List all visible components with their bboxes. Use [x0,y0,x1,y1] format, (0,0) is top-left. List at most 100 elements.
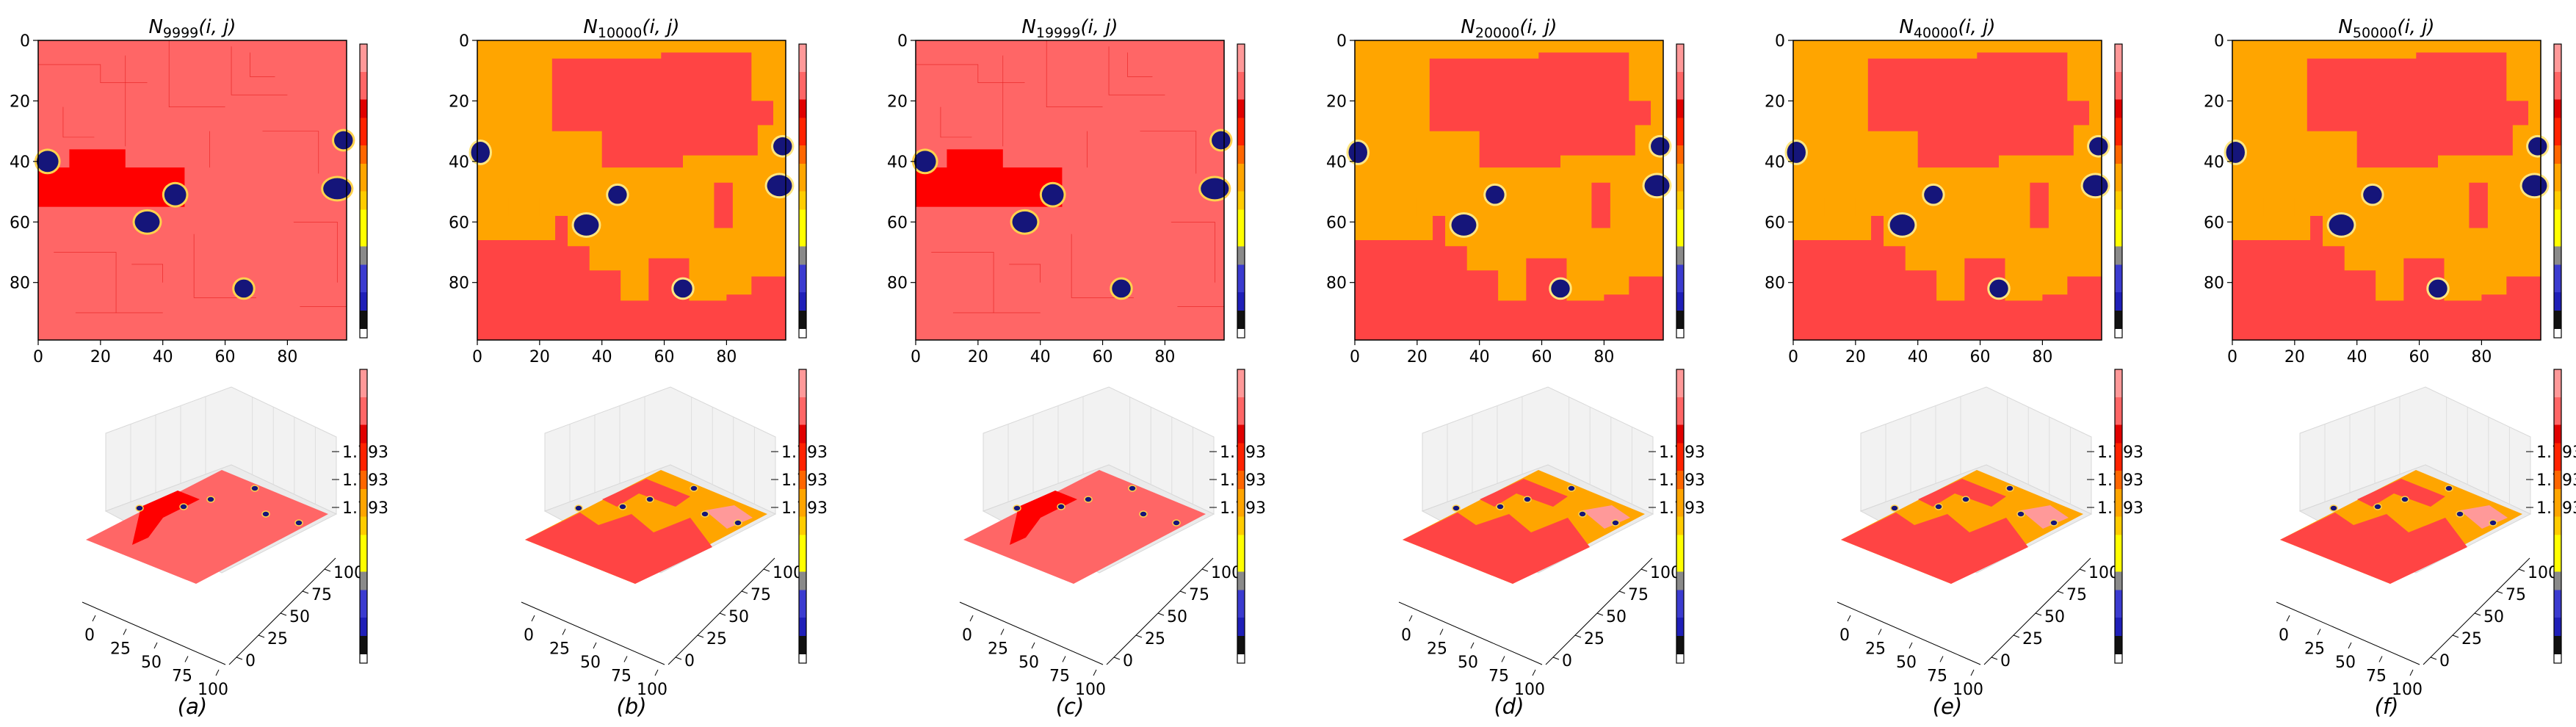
x-tick-label: 80 [2032,348,2052,366]
y-tick-label: 80 [1765,275,1785,293]
defect-spot [574,214,599,236]
red-domain-region [2232,216,2541,340]
defect-spot [2528,137,2547,156]
domain-wall-line [916,65,1024,83]
colorbar-segment [1237,443,1245,471]
surface-defect-spot [1084,496,1093,503]
y3d-tick-label: 50 [2483,608,2504,626]
surface-plane [86,470,328,584]
title-base: N [148,16,162,38]
colorbar-segment [799,424,806,444]
y-tick-label: 20 [1765,93,1785,111]
y3d-tick-label: 100 [773,564,803,582]
defect-spot [1651,137,1670,156]
title-subscript: 20000 [1475,25,1519,41]
colorbar-segment [1237,310,1245,329]
colorbar-segment [1676,654,1684,664]
colorbar-segment [2554,264,2561,292]
red-domain-region [1429,52,1651,168]
y-tick-label: 60 [10,214,30,232]
y-tick-label: 60 [449,214,469,232]
y-tick-label: 40 [887,153,908,172]
x3d-tick-mark [531,615,535,622]
domain-wall-line [1140,131,1195,174]
panel-label: (e) [1933,694,1962,719]
y-axis-3d [228,557,336,665]
x3d-tick-label: 50 [141,654,162,672]
surface-defect-spot [250,485,259,492]
domain-wall-line [262,131,318,174]
panel-label: (c) [1056,694,1085,719]
y3d-tick-mark [324,568,331,572]
x3d-tick-label: 75 [2366,668,2387,686]
colorbar-frame [1676,43,1685,339]
colorbar-segment [360,246,367,265]
colorbar-segment [799,397,806,425]
x3d-tick-mark [1501,656,1505,662]
colorbar-segment [799,117,806,145]
surface-defect-spot [618,503,627,510]
surface-defect-spot [2373,503,2382,510]
colorbar-segment [2115,44,2122,72]
y3d-tick-label: 0 [2439,652,2450,670]
colorbar-segment [2115,617,2122,636]
colorbar-segment [2554,470,2561,489]
y3d-tick-label: 100 [2088,564,2119,582]
x3d-tick-label: 100 [637,681,667,699]
surface-red-domain [602,479,690,507]
colorbar-segment [360,443,367,471]
colorbar-segment [1676,209,1684,247]
surface-defect-spot [1611,519,1620,527]
colorbar-segment [1676,99,1684,118]
colorbar-segment [1676,516,1684,535]
x-tick-label: 60 [1532,348,1552,366]
surface-3d-3: 1.7931.7931.79302550751000255075100 [1398,386,1705,699]
x-tick-label: 60 [654,348,675,366]
colorbar-segment [2115,488,2122,517]
y3d-tick-label: 25 [267,630,288,648]
heatmap-frame [2232,40,2541,341]
defect-spot [334,131,353,150]
x3d-tick-label: 100 [1953,681,1983,699]
colorbar-segment [360,264,367,292]
red-domain-region [1867,52,2090,168]
y-axis-3d [1983,557,2091,665]
defect-spot [1889,214,1915,236]
colorbar-segment [2115,209,2122,247]
x3d-tick-mark [623,656,628,662]
x-tick-label: 20 [1407,348,1428,366]
defect-spot [1644,175,1670,197]
heatmap-frame [1354,40,1664,341]
colorbar-segment [360,424,367,444]
x-tick-label: 0 [911,348,921,366]
colorbar-frame [1237,43,1245,339]
colorbar-segment [1676,369,1684,397]
x-tick-label: 0 [2227,348,2237,366]
colorbar-segment [1676,264,1684,292]
colorbar-segment [2115,535,2122,572]
colorbar-segment [2115,71,2122,100]
colorbar-segment [799,470,806,489]
x3d-tick-mark [1470,642,1475,649]
colorbar-segment [799,571,806,590]
defect-spot [234,279,253,298]
colorbar-segment [1676,117,1684,145]
x-axis-3d [521,601,665,665]
x-tick-label: 20 [2284,348,2305,366]
colorbar-segment [2554,191,2561,210]
x3d-tick-label: 100 [2392,681,2423,699]
domain-wall-line [38,65,147,83]
colorbar-segment [2115,571,2122,590]
y-tick-label: 80 [1326,275,1347,293]
defect-spot [1112,279,1131,298]
colorbar-segment [799,516,806,535]
x-tick-label: 40 [592,348,612,366]
x-axis-3d [1837,601,1981,665]
x3d-tick-label: 25 [110,640,131,659]
x3d-tick-mark [1532,669,1536,676]
surface-defect-spot [135,504,144,512]
surface-defect-spot [2489,519,2497,527]
colorbar-segment [1237,264,1245,292]
orange-domain-region [1824,198,1856,217]
surface-defect-spot [645,496,654,503]
